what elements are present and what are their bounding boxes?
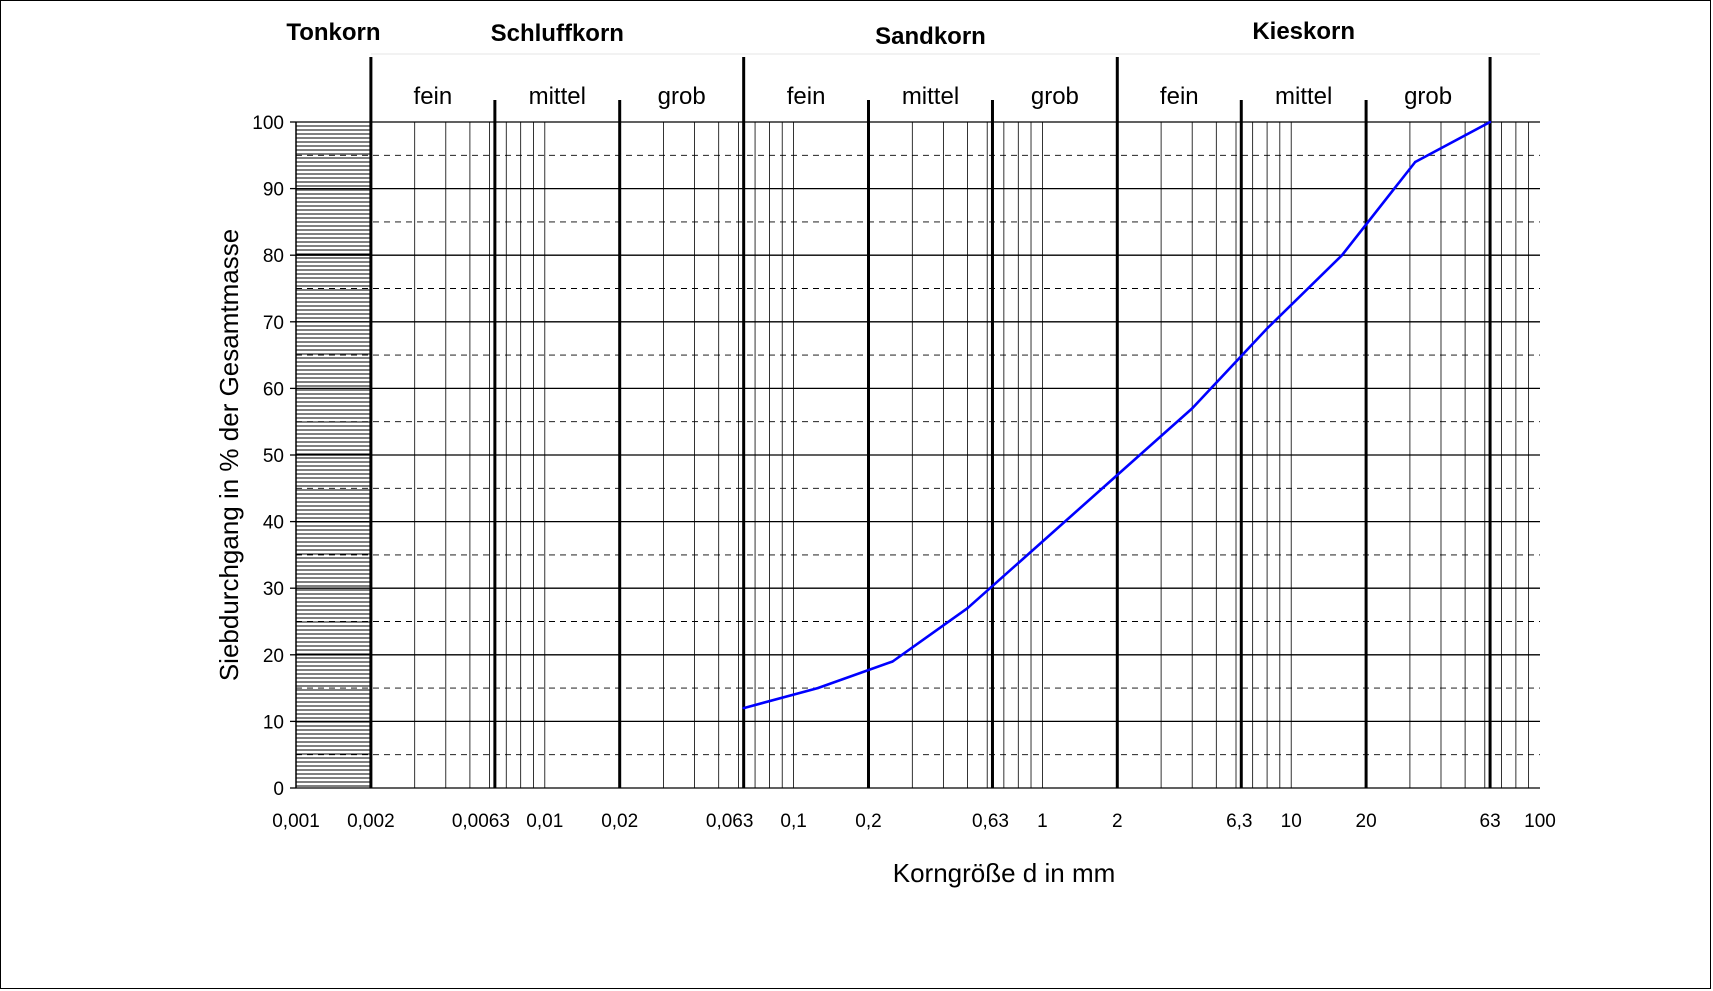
x-tick-label: 0,2 <box>855 811 881 832</box>
fraction-subdivision-label: mittel <box>902 83 959 110</box>
x-tick-label: 1 <box>1037 811 1048 832</box>
sieve-curve-point <box>816 686 819 690</box>
sieve-curve-point <box>1190 407 1194 410</box>
y-tick-label: 40 <box>263 513 284 534</box>
fraction-group-label: Sandkorn <box>875 23 986 50</box>
x-tick-label: 0,1 <box>780 811 806 832</box>
fraction-boundaries <box>369 53 1540 788</box>
y-tick-label: 60 <box>263 379 284 400</box>
y-tick-label: 0 <box>273 779 284 800</box>
fraction-subdivision-label: fein <box>787 83 826 110</box>
fraction-group-label: Schluffkorn <box>491 20 624 47</box>
sieve-curve-point <box>891 660 894 663</box>
x-tick-label: 0,063 <box>706 811 754 832</box>
x-tick-label: 0,0063 <box>452 811 510 832</box>
y-tick-label: 70 <box>263 313 284 334</box>
x-tick-label: 0,001 <box>272 811 320 832</box>
y-tick-label: 20 <box>263 646 284 667</box>
fraction-subdivision-label: mittel <box>1275 83 1332 110</box>
sieve-curve-point <box>1265 327 1269 330</box>
sieve-curve-point <box>1116 473 1119 477</box>
sieve-curve-point <box>966 606 969 610</box>
x-tick-label: 0,01 <box>526 811 563 832</box>
x-tick-label: 6,3 <box>1226 811 1252 832</box>
x-tick-label: 100 <box>1524 811 1556 832</box>
fraction-subdivision-label: grob <box>1031 83 1079 110</box>
fraction-subdivision-label: mittel <box>529 83 586 110</box>
sieve-curve-point <box>1340 254 1344 257</box>
series-layer <box>742 120 1492 710</box>
y-tick-label: 80 <box>263 246 284 267</box>
y-tick-label: 100 <box>252 113 284 134</box>
fraction-group-label: Tonkorn <box>286 19 380 46</box>
y-axis-label: Siebdurchgang in % der Gesamtmasse <box>214 229 244 681</box>
fraction-subdivision-label: grob <box>1404 83 1452 110</box>
y-tick-label: 50 <box>263 446 284 467</box>
fraction-subdivision-label: fein <box>414 83 453 110</box>
y-tick-label: 30 <box>263 579 284 600</box>
y-tick-label: 90 <box>263 180 284 201</box>
sieve-curve-point <box>1488 120 1492 124</box>
x-tick-label: 10 <box>1281 811 1302 832</box>
grid-lines <box>290 121 1540 789</box>
x-tick-label: 0,63 <box>972 811 1009 832</box>
fraction-subdivision-label: grob <box>658 83 706 110</box>
fraction-group-label: Kieskorn <box>1252 18 1355 45</box>
sieve-curve-point <box>1413 160 1417 164</box>
fraction-subdivision-label: fein <box>1160 83 1199 110</box>
x-tick-label: 20 <box>1356 811 1377 832</box>
x-tick-label: 0,02 <box>601 811 638 832</box>
sieve-curve-point <box>1041 540 1044 543</box>
x-tick-label: 0,002 <box>347 811 395 832</box>
x-tick-label: 63 <box>1480 811 1501 832</box>
tick-labels: 0 10 20 30 40 50 60 70 80 90 100 0,001 0,002 0,0063 0,… <box>252 113 1556 832</box>
x-tick-label: 2 <box>1112 811 1123 832</box>
y-tick-label: 10 <box>263 712 284 733</box>
fraction-labels: Tonkorn Schluffkorn Sandkorn Kieskorn fein mi… <box>286 18 1452 110</box>
sieve-curve-point <box>742 706 745 710</box>
tonkorn-hatch-area <box>296 121 371 787</box>
x-axis-label: Korngröße d in mm <box>893 858 1116 888</box>
